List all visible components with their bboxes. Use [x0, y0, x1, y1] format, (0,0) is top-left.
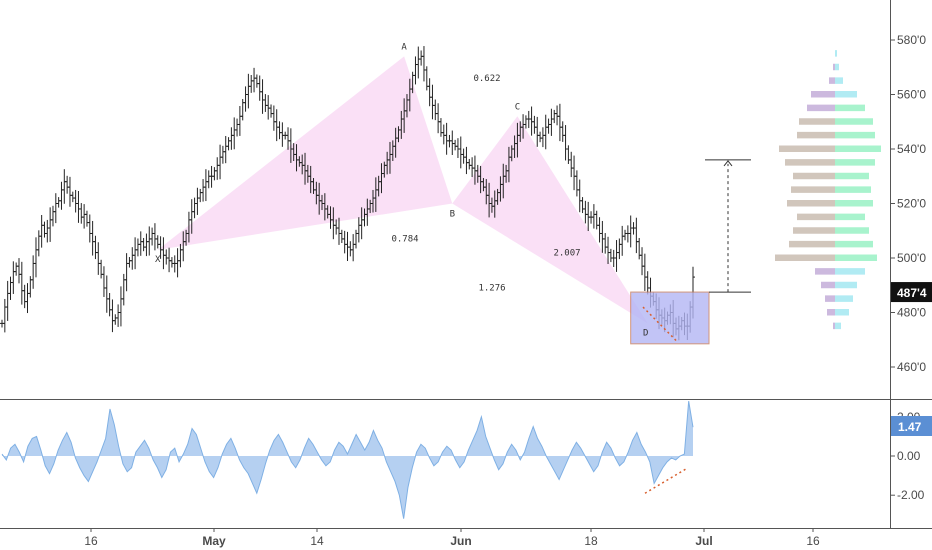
- volume-profile-bar-right: [835, 77, 843, 84]
- volume-profile-bar-right: [835, 159, 875, 166]
- volume-profile-bar-left: [787, 200, 835, 207]
- fib-ratio-label: 2.007: [553, 248, 580, 258]
- pattern-point-label: B: [450, 210, 455, 220]
- price-axis[interactable]: 580'0 560'0 540'0 520'0 500'0 480'0 460'0 487'4: [890, 33, 932, 374]
- pattern-point-label: A: [401, 42, 407, 52]
- price-axis-tick-label: 580'0: [897, 33, 926, 47]
- oscillator-divergence-segment: [644, 467, 689, 494]
- volume-profile-bar-left: [793, 172, 835, 180]
- volume-profile-bar-left: [789, 240, 835, 248]
- pattern-point-label: C: [515, 102, 520, 112]
- price-axis-tick-label: 480'0: [897, 306, 926, 320]
- volume-profile-bar-left: [833, 322, 835, 330]
- oscillator-axis[interactable]: 2.000.00-2.001.47: [890, 410, 932, 502]
- volume-profile-bar-left: [833, 63, 835, 71]
- fib-ratio-label: 1.276: [478, 284, 505, 294]
- time-axis-tick-label: 14: [310, 534, 324, 548]
- volume-profile-bar-right: [835, 118, 873, 125]
- volume-profile-bar-right: [835, 322, 841, 330]
- last-price-badge-text: 487'4: [897, 286, 927, 300]
- volume-profile-bar-right: [835, 254, 877, 261]
- volume-profile-bar-right: [835, 213, 865, 221]
- volume-profile-bar-left: [785, 159, 835, 166]
- time-axis-tick-label: 16: [806, 534, 820, 548]
- oscillator-line: [1, 401, 694, 519]
- price-axis-tick-label: 500'0: [897, 251, 926, 265]
- volume-profile-bar-right: [835, 240, 873, 248]
- fib-ratio-labels: 0.622 0.784 1.276 2.007: [391, 74, 580, 294]
- volume-profile-bar-right: [835, 295, 853, 302]
- volume-profile-bar-left: [811, 91, 835, 98]
- volume-profile-bar-right: [835, 200, 873, 207]
- volume-profile-bar-left: [775, 254, 835, 261]
- volume-profile-bar-right: [835, 227, 869, 234]
- volume-profile-bar-left: [825, 295, 835, 302]
- price-pane[interactable]: X A B C D 0.622 0.784 1.276 2.007: [0, 42, 881, 345]
- volume-profile-bar-right: [835, 281, 857, 289]
- oscillator-area: [1, 401, 694, 519]
- price-axis-tick-label: 460'0: [897, 360, 926, 374]
- volume-profile-bar-right: [835, 268, 865, 275]
- time-axis-tick-label: May: [202, 534, 226, 548]
- time-axis-tick-label: 18: [584, 534, 598, 548]
- pattern-point-label: X: [155, 255, 161, 265]
- volume-profile-bar-left: [807, 104, 835, 112]
- volume-profile-bar-right: [835, 104, 865, 112]
- price-axis-tick-label: 560'0: [897, 88, 926, 102]
- volume-profile-bar-left: [815, 268, 835, 275]
- oscillator-divergence-line: [644, 467, 689, 494]
- fib-ratio-label: 0.784: [391, 235, 418, 245]
- ohlc-series: [0, 46, 695, 341]
- fib-ratio-label: 0.622: [473, 74, 500, 84]
- volume-profile-bar-left: [821, 281, 835, 289]
- volume-profile-bar-left: [797, 213, 835, 221]
- time-axis-tick-label: Jul: [695, 534, 712, 548]
- oscillator-pane[interactable]: [1, 401, 694, 519]
- volume-profile-bar-right: [835, 91, 857, 98]
- volume-profile-bar-left: [793, 227, 835, 234]
- price-axis-tick-label: 520'0: [897, 197, 926, 211]
- target-arrow-head: [723, 160, 733, 167]
- volume-profile-bar-right: [835, 50, 837, 57]
- pattern-point-labels: X A B C D: [155, 42, 648, 338]
- target-zone-box: [630, 291, 710, 345]
- oscillator-value-badge: [891, 416, 932, 436]
- volume-profile-bar-right: [835, 309, 849, 316]
- time-axis-tick-label: 16: [84, 534, 98, 548]
- volume-profile: [775, 50, 881, 330]
- oscillator-area-fill: [2, 401, 693, 519]
- volume-profile-bar-left: [779, 145, 835, 152]
- last-price-badge: [891, 282, 932, 303]
- price-projection: [630, 159, 751, 345]
- time-axis[interactable]: 16 May 14 Jun 18 Jul 16: [84, 528, 820, 548]
- time-axis-tick-label: Jun: [450, 534, 471, 548]
- oscillator-value-badge-text: 1.47: [898, 420, 922, 434]
- volume-profile-bar-right: [835, 145, 881, 152]
- volume-profile-bar-right: [835, 131, 875, 139]
- volume-profile-bar-left: [827, 309, 835, 316]
- volume-profile-bar-right: [835, 63, 839, 71]
- price-axis-tick-label: 540'0: [897, 142, 926, 156]
- volume-profile-bar-right: [835, 186, 871, 193]
- oscillator-axis-tick-label: 0.00: [897, 449, 921, 463]
- volume-profile-bar-left: [799, 118, 835, 125]
- volume-profile-bar-left: [829, 77, 835, 84]
- price-divergence-line: [642, 306, 679, 344]
- volume-profile-bar-left: [791, 186, 835, 193]
- volume-profile-bar-left: [797, 131, 835, 139]
- pattern-triangle-bcd: [452, 116, 648, 324]
- pattern-point-label: D: [643, 328, 648, 338]
- oscillator-axis-tick-label: -2.00: [897, 488, 925, 502]
- volume-profile-bar-right: [835, 172, 869, 180]
